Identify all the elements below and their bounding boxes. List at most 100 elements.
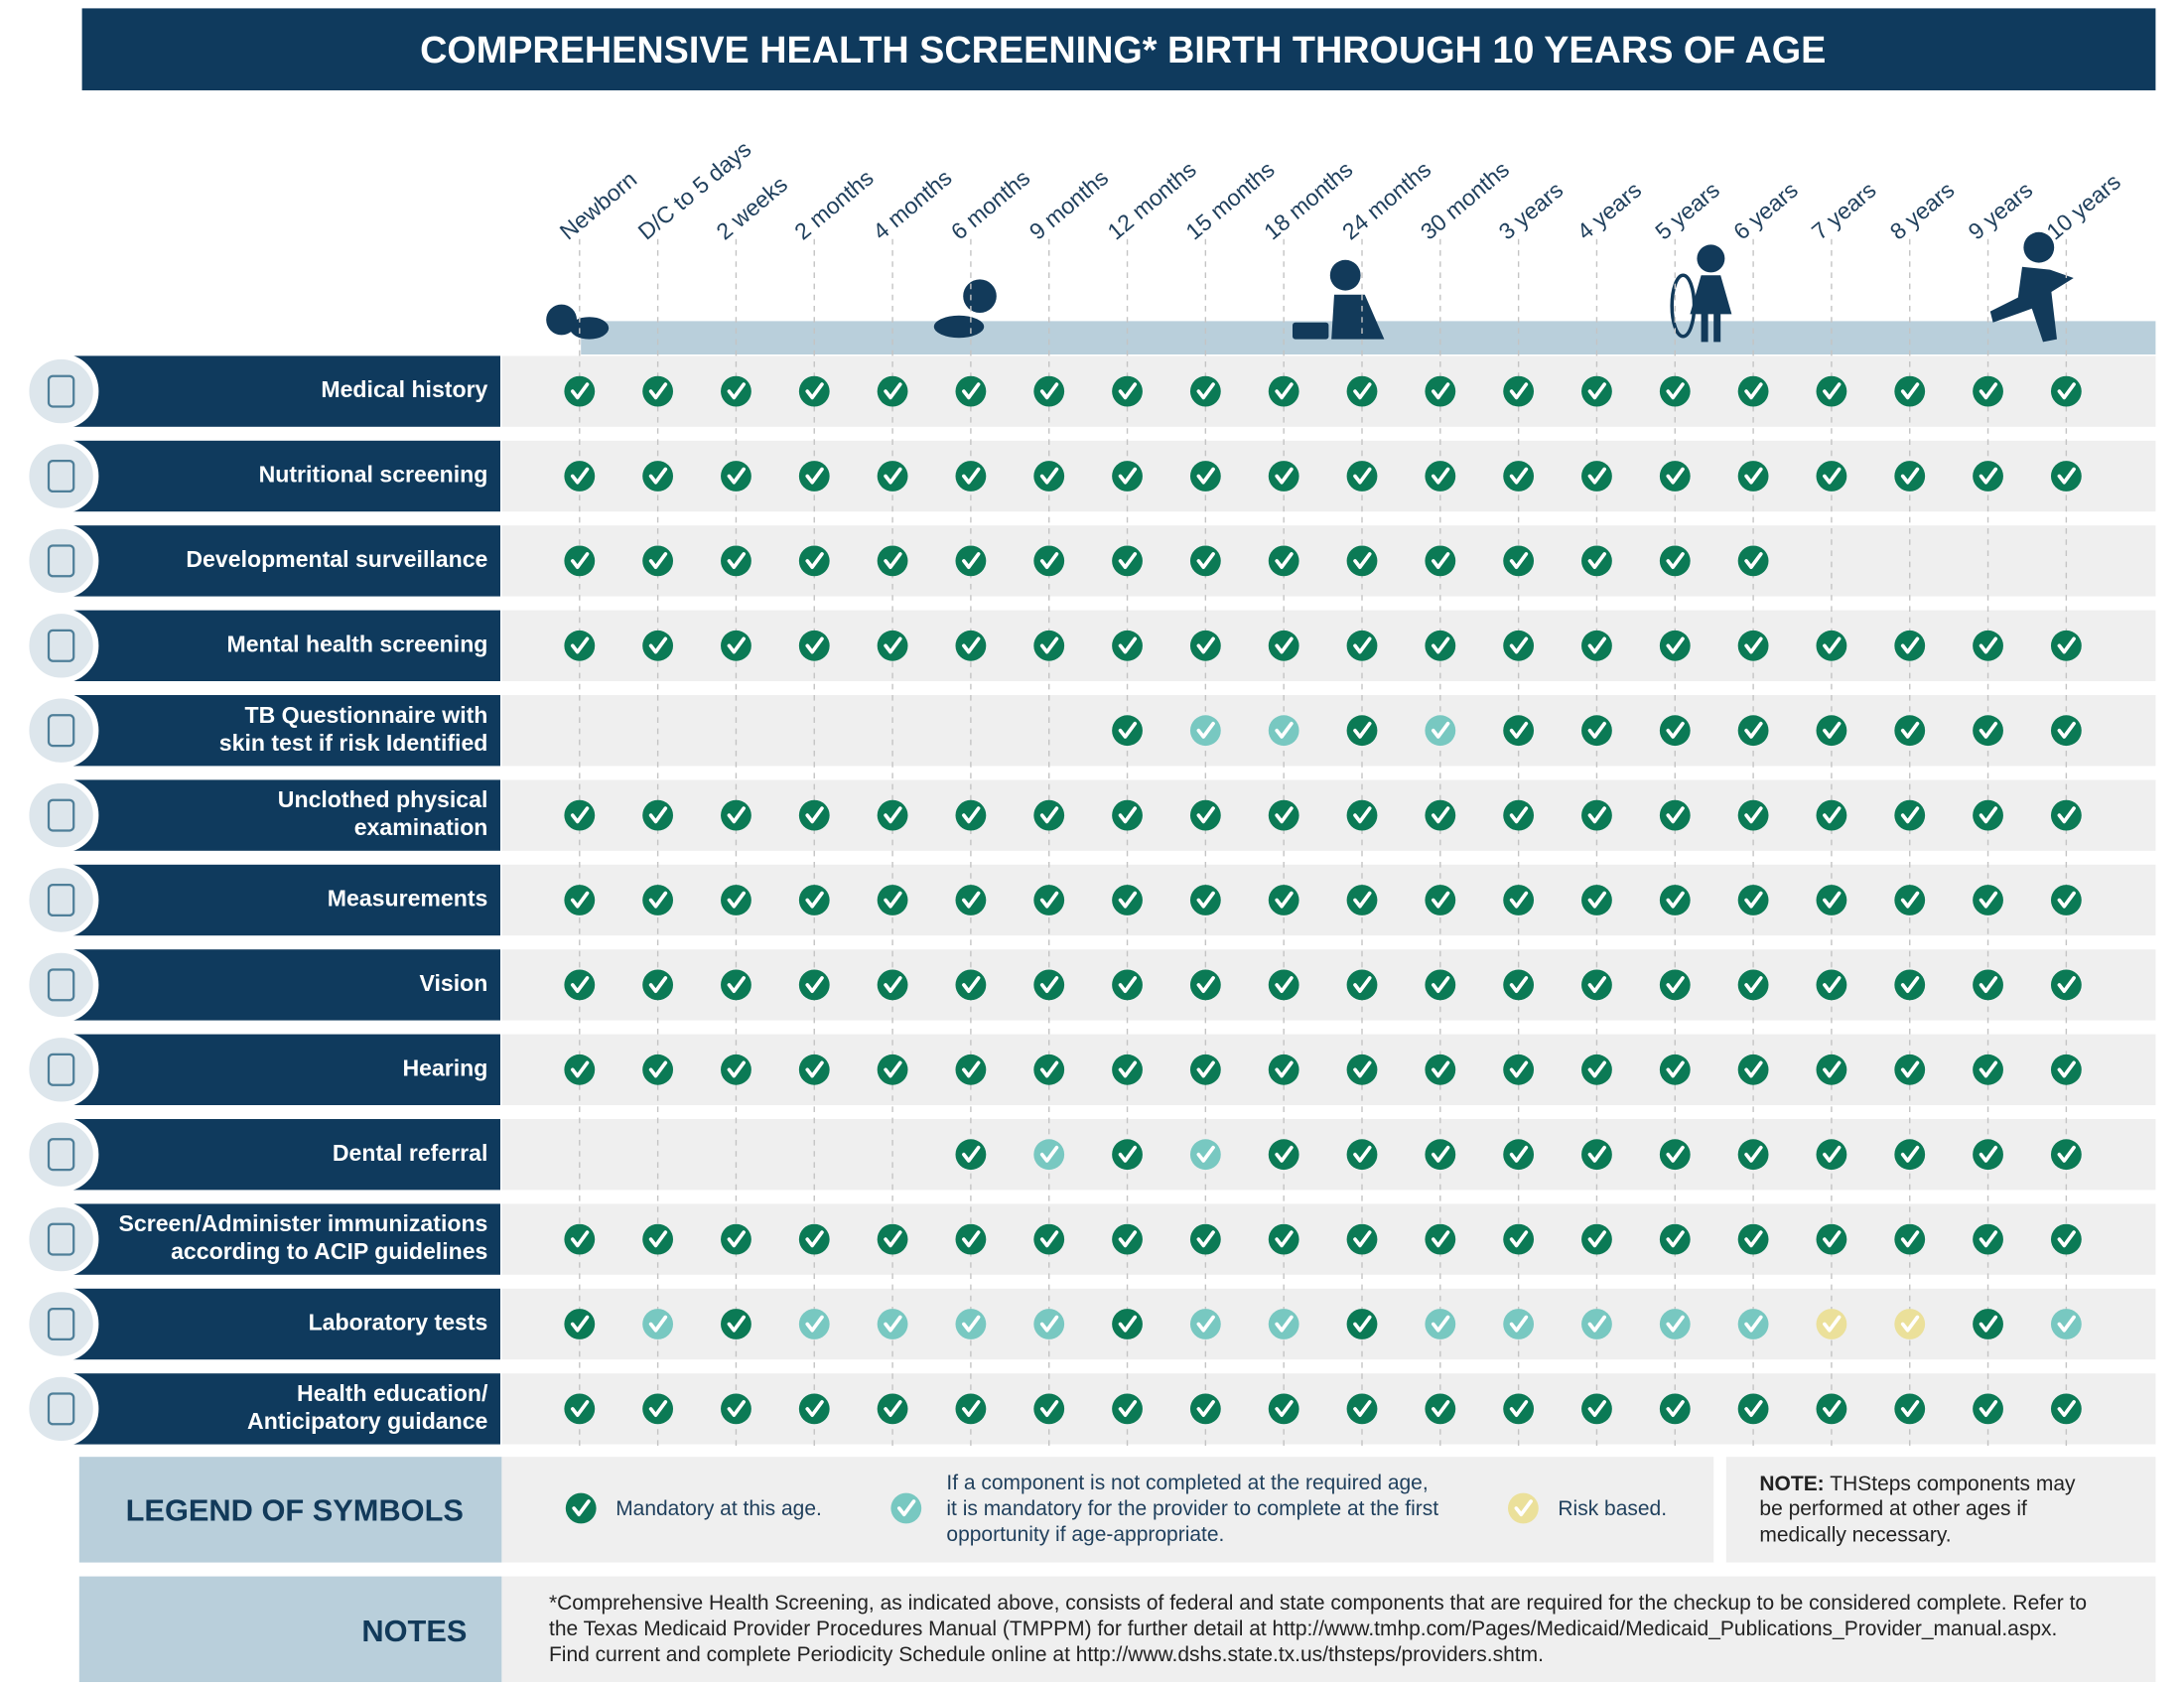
check-tick	[1275, 467, 1294, 485]
check-circle	[2050, 969, 2082, 1001]
check-mark	[564, 885, 596, 915]
check-tick	[1509, 891, 1529, 909]
check-circle	[1894, 1309, 1926, 1339]
check-circle	[1346, 885, 1378, 915]
check-tick	[1275, 806, 1294, 824]
check-tick	[1353, 552, 1372, 570]
check-mark	[2050, 1223, 2082, 1255]
check-circle	[1659, 461, 1691, 492]
check-tick	[2057, 1315, 2076, 1333]
title-bar	[81, 8, 2156, 90]
row-icon	[23, 608, 99, 684]
check-circle	[1503, 885, 1535, 915]
check-mark	[1112, 545, 1143, 577]
check-circle	[798, 969, 830, 1001]
row-label-box	[61, 1034, 501, 1105]
check-circle	[1503, 969, 1535, 1001]
check-mark	[1189, 1054, 1221, 1085]
check-circle	[1189, 630, 1221, 661]
check-mark	[955, 375, 987, 407]
check-tick	[2057, 382, 2076, 400]
check-tick	[1744, 976, 1763, 994]
figure	[570, 317, 610, 340]
check-tick	[1275, 721, 1294, 739]
check-circle	[1503, 630, 1535, 661]
figure	[1292, 322, 1329, 340]
check-tick	[1666, 1230, 1685, 1248]
check-tick	[2057, 721, 2076, 739]
check-mark	[1112, 630, 1143, 661]
check-mark	[798, 461, 830, 492]
check-tick	[1196, 721, 1215, 739]
check-tick	[648, 1230, 668, 1248]
check-mark	[721, 1309, 751, 1339]
check-mark	[564, 1309, 596, 1339]
page-title: COMPREHENSIVE HEALTH SCREENING* BIRTH TH…	[420, 30, 1826, 71]
check-mark	[955, 1223, 987, 1255]
check-mark	[642, 375, 674, 407]
notes-title-box	[78, 1576, 502, 1682]
legend-symbol	[565, 1492, 597, 1524]
row-icon-glyph	[47, 629, 75, 662]
check-circle	[2050, 461, 2082, 492]
check-circle	[1581, 545, 1612, 577]
check-mark	[642, 545, 674, 577]
check-tick	[1587, 1230, 1606, 1248]
check-mark	[877, 630, 908, 661]
check-mark	[1816, 630, 1847, 661]
check-circle	[1189, 1223, 1221, 1255]
check-circle	[955, 375, 987, 407]
row-icon	[23, 692, 99, 769]
check-mark	[955, 1393, 987, 1425]
check-circle	[877, 885, 908, 915]
row-icon-glyph	[47, 798, 75, 832]
check-circle	[721, 1223, 751, 1255]
check-tick	[1118, 891, 1138, 909]
figure	[1989, 266, 2074, 343]
check-circle	[1894, 1223, 1926, 1255]
check-circle	[1581, 1309, 1612, 1339]
check-circle	[564, 799, 596, 831]
check-mark	[877, 461, 908, 492]
check-mark	[1346, 545, 1378, 577]
row-icon	[23, 1371, 99, 1447]
check-tick	[1587, 1145, 1606, 1163]
check-mark	[1189, 461, 1221, 492]
check-mark	[642, 969, 674, 1001]
check-tick	[1823, 976, 1842, 994]
check-tick	[648, 806, 668, 824]
check-tick	[1431, 382, 1450, 400]
row-label: Dental referral	[333, 1140, 487, 1166]
notes-text: the Texas Medicaid Provider Procedures M…	[549, 1618, 2057, 1640]
check-tick	[1666, 891, 1685, 909]
check-mark	[1894, 1393, 1926, 1425]
check-mark	[1425, 461, 1456, 492]
check-mark	[642, 1309, 674, 1339]
check-mark	[564, 969, 596, 1001]
check-mark	[798, 630, 830, 661]
check-mark	[1973, 799, 2003, 831]
check-tick	[1900, 1230, 1920, 1248]
check-mark	[721, 969, 751, 1001]
check-tick	[648, 1315, 668, 1333]
column-header: 6 years	[1728, 177, 1803, 245]
check-tick	[1823, 636, 1842, 654]
check-tick	[805, 1400, 824, 1418]
check-circle	[721, 375, 751, 407]
check-mark	[1033, 1309, 1065, 1339]
check-circle	[721, 969, 751, 1001]
check-circle	[1189, 1054, 1221, 1085]
check-tick	[1275, 976, 1294, 994]
check-circle	[642, 885, 674, 915]
check-tick	[570, 1400, 590, 1418]
check-circle	[1581, 715, 1612, 747]
row-background	[501, 1034, 2156, 1105]
check-tick	[1509, 636, 1529, 654]
check-tick	[962, 1145, 981, 1163]
check-circle	[798, 799, 830, 831]
check-circle	[1581, 1139, 1612, 1171]
check-tick	[1509, 1315, 1529, 1333]
row-label-box	[61, 610, 501, 681]
check-mark	[1737, 1309, 1769, 1339]
check-tick	[962, 467, 981, 485]
